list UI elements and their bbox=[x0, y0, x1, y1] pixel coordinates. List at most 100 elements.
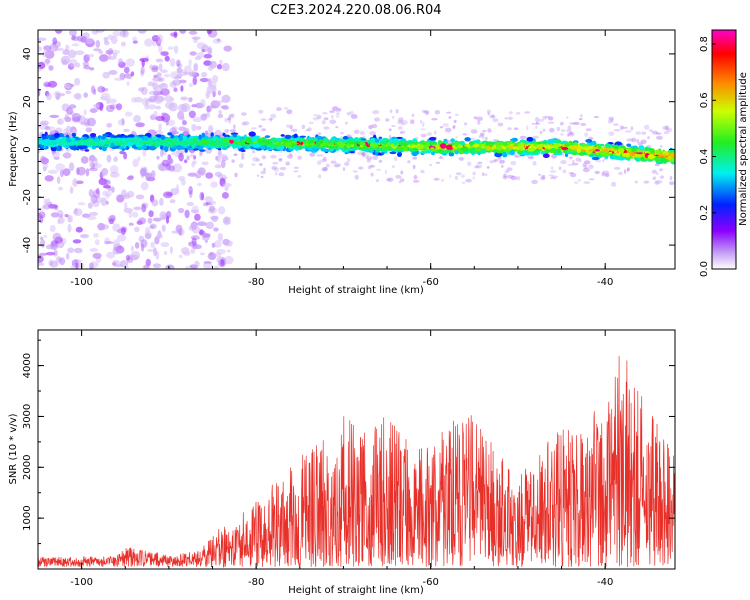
heat-band-blob bbox=[370, 137, 377, 143]
heat-halo-blob bbox=[293, 166, 300, 169]
heat-band-blob bbox=[199, 149, 206, 152]
heat-noise-blob bbox=[198, 229, 204, 236]
heat-band-blob bbox=[174, 141, 179, 144]
heat-halo-blob bbox=[583, 165, 588, 169]
heat-halo-blob bbox=[413, 175, 418, 180]
heat-noise-blob bbox=[109, 214, 116, 221]
heat-band-blob bbox=[440, 143, 447, 149]
heat-noise-blob bbox=[206, 111, 211, 119]
heat-band-blob bbox=[542, 153, 550, 158]
y-tick-label: 40 bbox=[22, 48, 33, 61]
heat-band-blob bbox=[354, 138, 361, 141]
heat-halo-blob bbox=[234, 172, 238, 178]
heat-noise-blob bbox=[176, 73, 183, 79]
heat-noise-blob bbox=[54, 204, 59, 211]
heat-halo-blob bbox=[524, 111, 531, 114]
heat-noise-blob bbox=[102, 190, 108, 197]
x-tick-label: -80 bbox=[248, 577, 264, 588]
heat-halo-blob bbox=[610, 119, 614, 123]
heat-noise-blob bbox=[196, 125, 202, 131]
heat-noise-blob bbox=[213, 265, 220, 269]
heat-band-blob bbox=[598, 155, 602, 159]
heat-noise-blob bbox=[201, 48, 206, 53]
heat-noise-blob bbox=[151, 199, 159, 207]
heat-halo-blob bbox=[269, 118, 272, 122]
heat-halo-blob bbox=[487, 166, 490, 170]
heat-band-blob bbox=[635, 158, 641, 162]
heat-noise-blob bbox=[150, 170, 156, 179]
heat-noise-blob bbox=[43, 198, 48, 206]
heat-band-blob bbox=[270, 144, 277, 150]
heat-halo-blob bbox=[278, 172, 285, 177]
heat-noise-blob bbox=[186, 155, 190, 161]
heat-noise-blob bbox=[192, 117, 202, 123]
heat-noise-blob bbox=[103, 36, 109, 43]
heat-halo-blob bbox=[448, 116, 452, 119]
heat-band-blob bbox=[454, 150, 459, 155]
heat-halo-blob bbox=[444, 127, 452, 133]
heat-noise-blob bbox=[102, 71, 110, 79]
heat-halo-blob bbox=[535, 121, 539, 125]
heat-halo-blob bbox=[353, 170, 358, 173]
heat-halo-blob bbox=[572, 162, 579, 166]
heat-halo-blob bbox=[565, 129, 572, 133]
heat-noise-blob bbox=[166, 157, 174, 165]
heat-band-blob bbox=[66, 138, 72, 143]
heat-noise-blob bbox=[137, 156, 141, 162]
heat-noise-blob bbox=[43, 167, 47, 172]
heat-halo-blob bbox=[291, 128, 298, 132]
heat-band-blob bbox=[566, 150, 570, 155]
heat-noise-blob bbox=[108, 70, 118, 75]
heat-halo-blob bbox=[595, 159, 602, 163]
heat-band-blob bbox=[549, 148, 554, 154]
heat-band-blob bbox=[160, 145, 164, 150]
heat-halo-blob bbox=[369, 164, 375, 168]
heat-halo-blob bbox=[320, 158, 327, 163]
heat-noise-blob bbox=[38, 262, 45, 266]
heat-noise-blob bbox=[38, 88, 41, 97]
heat-band-blob bbox=[601, 153, 610, 157]
heat-band-blob bbox=[420, 150, 428, 154]
heat-band-blob bbox=[374, 138, 380, 143]
heat-noise-blob bbox=[70, 36, 80, 41]
heat-halo-blob bbox=[313, 114, 318, 117]
heat-halo-blob bbox=[556, 126, 560, 132]
heat-halo-blob bbox=[582, 167, 590, 173]
x-tick-label: -100 bbox=[70, 277, 93, 288]
heat-halo-blob bbox=[506, 167, 513, 171]
heat-noise-blob bbox=[196, 170, 203, 175]
heat-halo-blob bbox=[376, 168, 382, 171]
heat-noise-blob bbox=[133, 206, 142, 211]
heat-band-blob bbox=[243, 143, 248, 147]
x-tick-label: -80 bbox=[248, 277, 264, 288]
heat-noise-blob bbox=[112, 246, 121, 255]
heat-halo-blob bbox=[652, 130, 659, 135]
heat-halo-blob bbox=[321, 120, 326, 125]
heat-noise-blob bbox=[125, 254, 130, 261]
snr-panel: -100 -80 -60 -40 1000 2000 3000 4000 Height of … bbox=[8, 329, 676, 596]
heat-band-blob bbox=[176, 145, 182, 151]
heat-noise-blob bbox=[141, 203, 147, 213]
heat-noise-blob bbox=[153, 110, 158, 118]
heat-band-blob bbox=[432, 144, 436, 147]
heat-halo-blob bbox=[321, 168, 327, 171]
x-tick-label: -40 bbox=[597, 277, 613, 288]
heat-noise-blob bbox=[113, 155, 118, 161]
heat-noise-blob bbox=[152, 217, 162, 222]
heat-halo-blob bbox=[626, 138, 634, 142]
heat-band-blob bbox=[587, 142, 591, 146]
heat-band-blob bbox=[343, 145, 347, 151]
heat-band-blob bbox=[151, 136, 158, 141]
heat-noise-blob bbox=[134, 96, 143, 103]
heat-halo-blob bbox=[662, 125, 669, 130]
heat-band-blob bbox=[576, 147, 582, 153]
heat-halo-blob bbox=[331, 106, 339, 112]
heat-band-blob bbox=[535, 144, 542, 147]
heat-noise-blob bbox=[169, 246, 173, 255]
heat-halo-blob bbox=[655, 132, 662, 135]
heat-halo-blob bbox=[258, 125, 263, 128]
heat-band-blob bbox=[140, 140, 144, 146]
heat-band-blob bbox=[353, 144, 357, 148]
heat-noise-blob bbox=[189, 51, 197, 56]
heat-band-blob bbox=[54, 132, 60, 139]
